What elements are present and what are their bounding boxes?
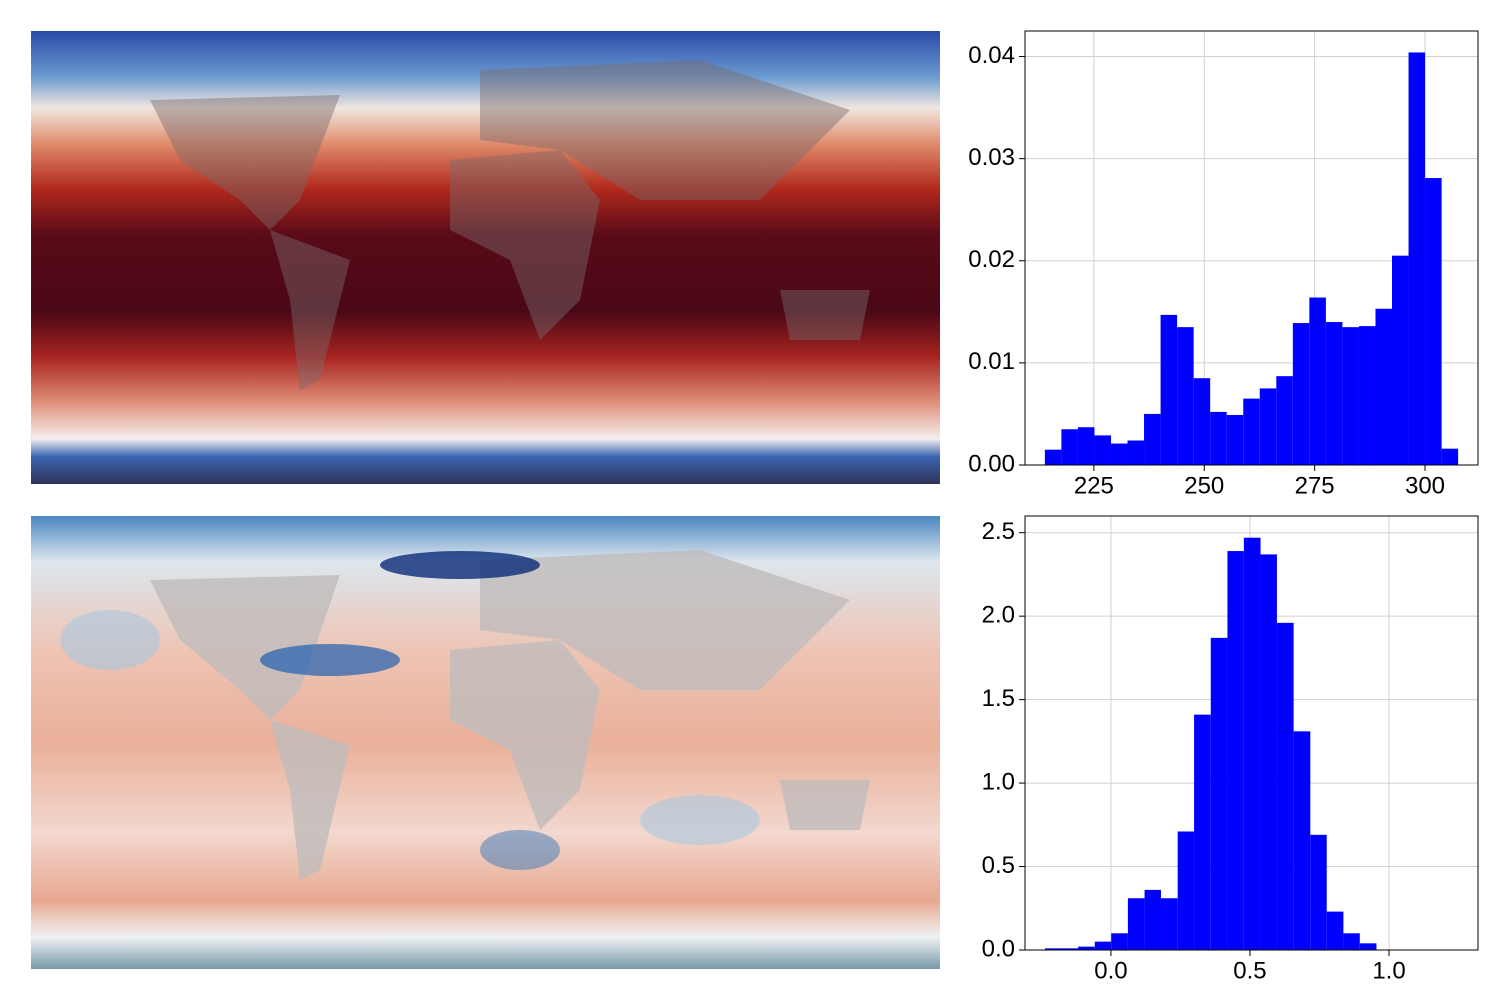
- bar: [1243, 398, 1260, 465]
- bar: [1094, 941, 1112, 950]
- bar: [1160, 898, 1178, 950]
- bar: [1260, 554, 1277, 950]
- y-tick-label: 1.5: [982, 685, 1015, 712]
- bar: [1309, 297, 1326, 465]
- x-tick-label: 300: [1405, 472, 1445, 499]
- bar: [1045, 948, 1062, 950]
- x-tick-label: 225: [1074, 472, 1114, 499]
- map-bottom: [31, 516, 940, 969]
- bar: [1044, 449, 1062, 465]
- bar: [1310, 834, 1327, 950]
- x-tick-label: 0.5: [1233, 957, 1266, 984]
- x-tick-label: 1.0: [1372, 957, 1405, 984]
- bar: [1342, 327, 1359, 465]
- x-tick-label: 250: [1184, 472, 1224, 499]
- bar: [1359, 943, 1377, 950]
- bar: [1078, 946, 1095, 950]
- map-top: [31, 31, 940, 484]
- bar: [1325, 322, 1343, 465]
- bar: [1111, 933, 1128, 950]
- bar: [1144, 889, 1161, 950]
- bar: [1061, 429, 1078, 465]
- bar: [1194, 714, 1211, 950]
- bar: [1160, 314, 1178, 465]
- bar: [1094, 435, 1112, 465]
- bar: [1326, 911, 1344, 950]
- axes-frame: [1024, 30, 1479, 466]
- y-tick-label: 1.0: [982, 768, 1015, 795]
- bar: [1343, 933, 1360, 950]
- bar: [1293, 731, 1311, 950]
- y-tick-label: 0.0: [982, 935, 1015, 962]
- bar: [1177, 831, 1195, 950]
- bar: [1375, 308, 1392, 465]
- bar: [1259, 388, 1277, 465]
- bar: [1425, 178, 1442, 465]
- bar: [1226, 414, 1244, 465]
- y-tick-label: 0.02: [968, 246, 1015, 273]
- y-tick-label: 0.5: [982, 852, 1015, 879]
- bar: [1408, 52, 1426, 466]
- bar: [1061, 948, 1079, 950]
- bar: [1111, 443, 1128, 465]
- bar: [1144, 413, 1161, 465]
- bar: [1077, 427, 1095, 465]
- y-tick-label: 0.00: [968, 450, 1015, 477]
- y-tick-label: 0.01: [968, 348, 1015, 375]
- y-tick-label: 0.03: [968, 144, 1015, 171]
- bar: [1276, 622, 1294, 950]
- y-tick-label: 2.0: [982, 601, 1015, 628]
- bar: [1276, 376, 1293, 465]
- bar: [1227, 551, 1244, 950]
- bar: [1210, 637, 1228, 950]
- bar: [1210, 411, 1227, 465]
- bar: [1177, 327, 1194, 465]
- bar: [1358, 326, 1376, 465]
- y-tick-label: 0.04: [968, 42, 1015, 69]
- bar: [1127, 898, 1145, 950]
- bar: [1441, 448, 1459, 465]
- bar: [1243, 537, 1261, 950]
- bar: [1391, 255, 1409, 465]
- y-tick-label: 2.5: [982, 518, 1015, 545]
- bar: [1193, 378, 1211, 465]
- x-tick-label: 0.0: [1094, 957, 1127, 984]
- bar: [1127, 440, 1145, 465]
- axes-frame: [1024, 515, 1479, 951]
- x-tick-label: 275: [1295, 472, 1335, 499]
- bar: [1292, 323, 1310, 465]
